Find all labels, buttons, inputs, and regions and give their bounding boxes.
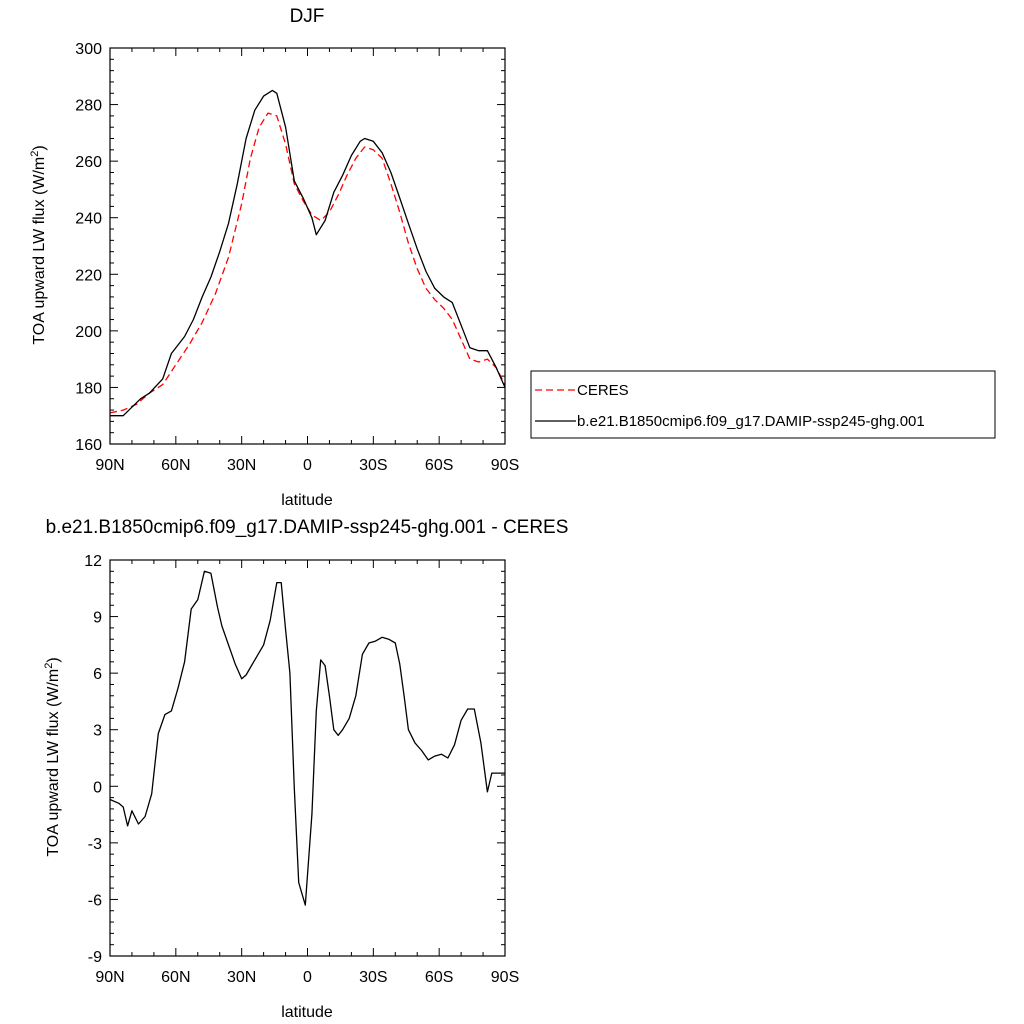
- top-chart-y-axis-label-close: ): [31, 145, 48, 150]
- bottom-chart-panel: b.e21.B1850cmip6.f09_g17.DAMIP-ssp245-gh…: [43, 517, 568, 1021]
- top-chart-series-line-ceres: [109, 112, 506, 414]
- top-chart-y-tick-label: 160: [75, 437, 102, 454]
- bottom-chart-x-tick-label: 90S: [491, 969, 519, 986]
- top-chart-x-tick-label: 30S: [359, 457, 387, 474]
- top-chart-x-tick-label: 0: [303, 457, 312, 474]
- bottom-chart-y-axis-label-superscript: 2: [43, 663, 55, 669]
- bottom-chart-y-tick-label: -9: [88, 949, 102, 966]
- top-chart-y-axis-label-main: TOA upward LW flux (W/m: [31, 157, 48, 345]
- bottom-chart-x-tick-label: 90N: [95, 969, 124, 986]
- top-chart-y-tick-label: 280: [75, 98, 102, 115]
- top-chart-x-axis-label: latitude: [281, 492, 333, 509]
- bottom-chart-y-tick-label: 3: [93, 723, 102, 740]
- bottom-chart-x-tick-label: 30S: [359, 969, 387, 986]
- legend: CERES b.e21.B1850cmip6.f09_g17.DAMIP-ssp…: [530, 370, 996, 439]
- top-chart-y-tick-label: 300: [75, 41, 102, 58]
- bottom-chart-title: b.e21.B1850cmip6.f09_g17.DAMIP-ssp245-gh…: [46, 517, 569, 538]
- top-chart-y-tick-label: 240: [75, 211, 102, 228]
- top-chart-y-axis-label: TOA upward LW flux (W/m2): [29, 145, 48, 344]
- top-chart-y-tick-label: 200: [75, 324, 102, 341]
- top-chart-panel: DJF latitude TOA upward LW flux (W/m2) 9…: [29, 6, 996, 509]
- top-chart-x-tick-label: 60N: [161, 457, 190, 474]
- top-chart-marks: 90N 60N 30N 0 30S 60S 90S 160 180 200 220 240 260 280…: [75, 41, 519, 474]
- top-chart-y-tick-label: 260: [75, 154, 102, 171]
- bottom-chart-y-tick-label: 9: [93, 610, 102, 627]
- bottom-chart-marks: 90N 60N 30N 0 30S 60S 90S -9 -6 -3 0 3 6 9 12: [84, 553, 519, 986]
- bottom-chart-y-axis-label: TOA upward LW flux (W/m2): [43, 657, 62, 856]
- bottom-chart-series-line-model: [109, 570, 505, 906]
- top-chart-x-tick-label: 90S: [491, 457, 519, 474]
- bottom-chart-x-axis-label: latitude: [281, 1004, 333, 1021]
- top-chart-x-tick-label: 60S: [425, 457, 453, 474]
- bottom-chart-y-tick-label: 0: [93, 779, 102, 796]
- top-chart-series-line-model: [110, 89, 506, 417]
- top-chart-y-axis-label-superscript: 2: [29, 151, 41, 157]
- bottom-chart-y-axis-label-close: ): [45, 657, 62, 662]
- top-chart-y-tick-label: 180: [75, 380, 102, 397]
- bottom-chart-x-tick-label: 60N: [161, 969, 190, 986]
- top-chart-frame: [109, 47, 506, 445]
- bottom-chart-y-tick-label: -3: [88, 836, 102, 853]
- bottom-chart-y-tick-label: 12: [84, 553, 102, 570]
- bottom-chart-y-tick-label: 6: [93, 666, 102, 683]
- legend-entry-ceres: CERES: [577, 382, 629, 399]
- bottom-chart-y-axis-label-main: TOA upward LW flux (W/m: [45, 669, 62, 857]
- bottom-chart-frame: [109, 559, 506, 957]
- top-chart-x-tick-label: 30N: [227, 457, 256, 474]
- bottom-chart-x-tick-label: 30N: [227, 969, 256, 986]
- bottom-chart-x-tick-label: 60S: [425, 969, 453, 986]
- bottom-chart-x-tick-label: 0: [303, 969, 312, 986]
- top-chart-y-tick-label: 220: [75, 267, 102, 284]
- bottom-chart-y-tick-label: -6: [88, 892, 102, 909]
- legend-box: [530, 370, 996, 439]
- top-chart-x-tick-label: 90N: [95, 457, 124, 474]
- top-chart-title: DJF: [290, 6, 325, 27]
- legend-entry-model: b.e21.B1850cmip6.f09_g17.DAMIP-ssp245-gh…: [577, 413, 925, 430]
